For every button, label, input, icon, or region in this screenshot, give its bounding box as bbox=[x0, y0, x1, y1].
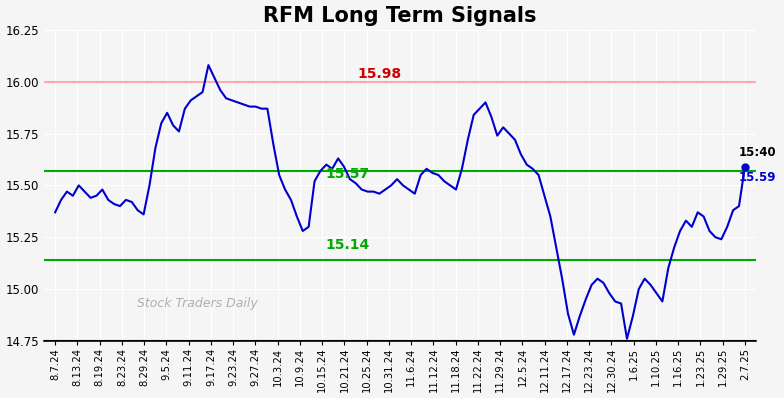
Text: Stock Traders Daily: Stock Traders Daily bbox=[136, 297, 257, 310]
Text: 15.14: 15.14 bbox=[325, 238, 369, 252]
Text: 15.98: 15.98 bbox=[358, 67, 401, 81]
Text: 15:40: 15:40 bbox=[739, 146, 776, 159]
Text: 15.59: 15.59 bbox=[739, 171, 775, 184]
Text: 15.57: 15.57 bbox=[325, 167, 369, 181]
Title: RFM Long Term Signals: RFM Long Term Signals bbox=[263, 6, 537, 25]
